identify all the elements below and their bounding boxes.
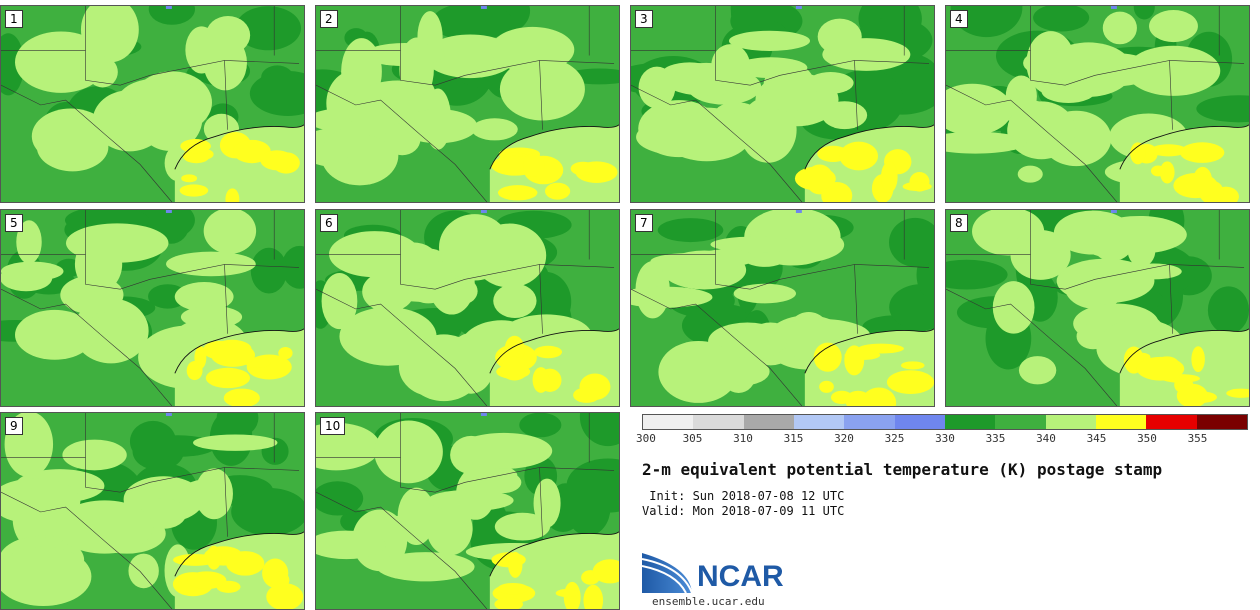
init-time: Init: Sun 2018-07-08 12 UTC <box>642 489 845 503</box>
map-icon <box>1 413 304 609</box>
colorbar-segment <box>793 415 845 429</box>
panel-number: 6 <box>320 214 338 232</box>
colorbar-tick-label: 300 <box>636 432 656 445</box>
colorbar-segment <box>1045 415 1096 429</box>
map-icon <box>1 6 304 202</box>
ncar-logo-icon <box>642 553 693 594</box>
colorbar-segment <box>844 415 895 429</box>
map-icon <box>316 413 619 609</box>
map-icon <box>316 6 619 202</box>
colorbar-tick-label: 340 <box>1036 432 1056 445</box>
colorbar-segment <box>944 415 996 429</box>
colorbar-segment <box>643 415 694 429</box>
colorbar-segment <box>995 415 1046 429</box>
panel-number: 3 <box>635 10 653 28</box>
colorbar-segment <box>894 415 945 429</box>
stamp-panel-1: 1 <box>0 5 305 203</box>
colorbar-segment <box>693 415 744 429</box>
colorbar-tick-label: 345 <box>1086 432 1107 445</box>
map-icon <box>316 210 619 406</box>
map-icon <box>946 6 1249 202</box>
stamp-panel-7: 7 <box>630 209 935 407</box>
colorbar-segment <box>743 415 794 429</box>
stamp-panel-9: 9 <box>0 412 305 610</box>
panel-number: 2 <box>320 10 338 28</box>
site-url: ensemble.ucar.edu <box>652 595 765 608</box>
panel-number: 7 <box>635 214 653 232</box>
stamp-panel-8: 8 <box>945 209 1250 407</box>
colorbar-tick-label: 330 <box>935 432 955 445</box>
chart-title: 2-m equivalent potential temperature (K)… <box>642 460 1163 479</box>
colorbar-tick-label: 320 <box>834 432 854 445</box>
colorbar-tick-label: 350 <box>1137 432 1157 445</box>
stamp-panel-5: 5 <box>0 209 305 407</box>
map-icon <box>946 210 1249 406</box>
map-icon <box>631 6 934 202</box>
colorbar-tick-label: 325 <box>884 432 905 445</box>
panel-number: 5 <box>5 214 23 232</box>
logo-text: NCAR <box>697 560 784 593</box>
colorbar-tick-label: 310 <box>733 432 753 445</box>
colorbar-segment <box>1146 415 1197 429</box>
map-icon <box>631 210 934 406</box>
stamp-panel-10: 10 <box>315 412 620 610</box>
colorbar <box>642 414 1248 430</box>
stamp-panel-2: 2 <box>315 5 620 203</box>
colorbar-tick-label: 355 <box>1187 432 1208 445</box>
panel-number: 9 <box>5 417 23 435</box>
colorbar-labels: 300 305 310 315 320 325 330 335 340 345 350 355 <box>636 432 1248 446</box>
colorbar-segment <box>1196 415 1247 429</box>
panel-number: 4 <box>950 10 968 28</box>
panel-number: 8 <box>950 214 968 232</box>
stamp-panel-3: 3 <box>630 5 935 203</box>
colorbar-tick-label: 305 <box>682 432 703 445</box>
panel-number: 1 <box>5 10 23 28</box>
valid-time: Valid: Mon 2018-07-09 11 UTC <box>642 504 845 518</box>
colorbar-tick-label: 315 <box>783 432 804 445</box>
colorbar-segment <box>1095 415 1147 429</box>
map-icon <box>1 210 304 406</box>
stamp-panel-4: 4 <box>945 5 1250 203</box>
panel-number: 10 <box>320 417 346 435</box>
colorbar-tick-label: 335 <box>985 432 1006 445</box>
stamp-panel-6: 6 <box>315 209 620 407</box>
